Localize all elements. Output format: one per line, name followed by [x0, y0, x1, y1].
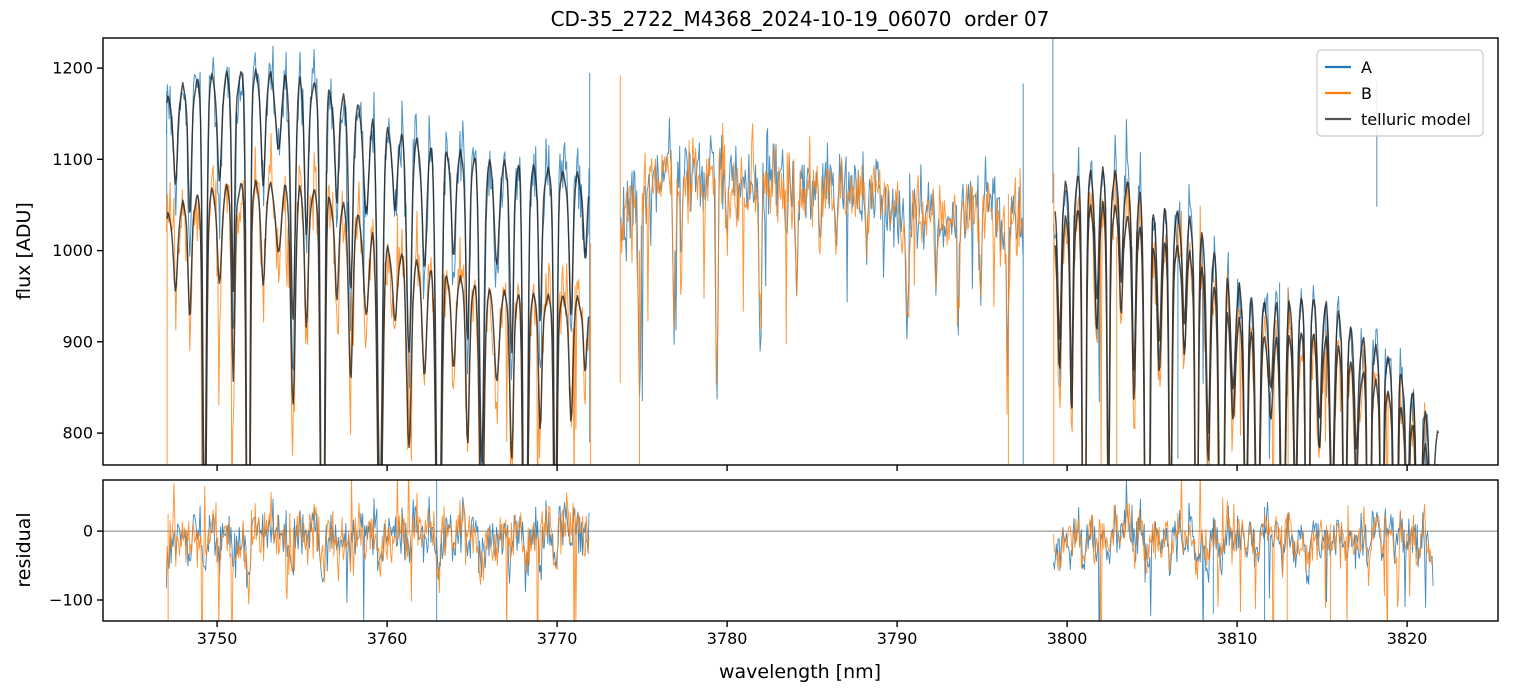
x-tick-label: 3800	[1047, 629, 1088, 648]
y-tick-label-flux: 1000	[52, 241, 93, 260]
series-B-residual	[165, 480, 1434, 621]
x-tick-label: 3750	[197, 629, 238, 648]
x-tick-label: 3760	[367, 629, 408, 648]
y-tick-label-flux: 1100	[52, 150, 93, 169]
x-axis-label: wavelength [nm]	[719, 661, 881, 683]
residual-panel-data	[103, 480, 1498, 621]
legend-label-A: A	[1361, 58, 1372, 77]
residual-axis-label: residual	[13, 512, 35, 587]
y-tick-label-flux: 900	[62, 332, 93, 351]
legend: A B telluric model	[1316, 49, 1484, 137]
telluric-model-curve	[166, 68, 1440, 465]
x-tick-label: 3820	[1387, 629, 1428, 648]
axis-ticks: 3750 3760 3770 3780 3790 3800 3810 3820 800 900 10…	[49, 59, 1427, 648]
flux-axis-label: flux [ADU]	[13, 202, 35, 300]
residual-panel-border	[102, 479, 1499, 622]
legend-label-telluric-model: telluric model	[1361, 110, 1471, 129]
legend-box	[1316, 49, 1484, 137]
x-tick-label: 3780	[707, 629, 748, 648]
flux-panel-border	[102, 37, 1499, 466]
legend-label-B: B	[1361, 84, 1372, 103]
x-tick-label: 3770	[537, 629, 578, 648]
y-tick-label-residual: −100	[49, 591, 93, 610]
y-tick-label-flux: 1200	[52, 59, 93, 78]
x-tick-label: 3790	[877, 629, 918, 648]
x-tick-label: 3810	[1217, 629, 1258, 648]
flux-panel-data	[165, 38, 1440, 465]
chart-title: CD-35_2722_M4368_2024-10-19_06070 order …	[551, 7, 1050, 31]
y-tick-label-residual: 0	[83, 522, 93, 541]
y-tick-label-flux: 800	[62, 424, 93, 443]
